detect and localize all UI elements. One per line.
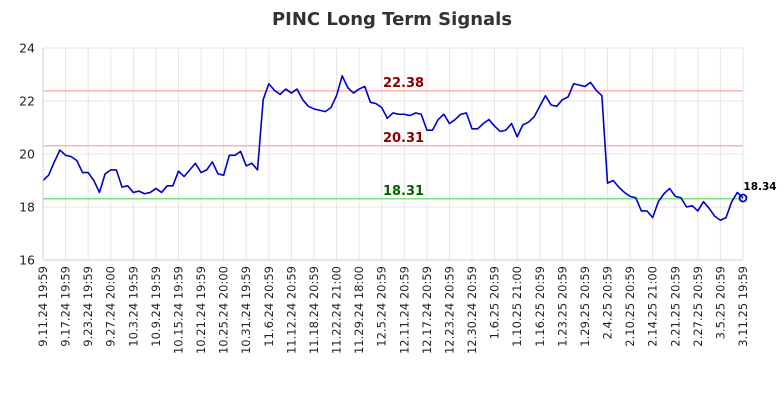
x-tick-label: 1.16.25 20:59	[533, 266, 547, 347]
x-tick-label: 12.17.24 20:59	[420, 266, 434, 354]
y-tick-labels: 16 18 20 22 24	[19, 41, 35, 268]
signal-label: 18.31	[383, 184, 424, 199]
x-tick-label: 11.12.24 20:59	[284, 266, 298, 354]
axes	[42, 48, 743, 261]
last-point-marker	[738, 193, 748, 203]
signal-label: 22.38	[383, 76, 424, 91]
x-tick-label: 1.23.25 20:59	[555, 266, 569, 347]
x-tick-label: 9.11.24 19:59	[36, 266, 50, 347]
series-layer	[42, 75, 744, 222]
x-tick-label: 10.3.24 19:59	[126, 266, 140, 347]
x-tick-label: 1.29.25 20:59	[578, 266, 592, 347]
x-tick-label: 1.10.25 21:00	[510, 266, 524, 347]
y-tick-label: 20	[19, 147, 35, 162]
x-tick-label: 1.6.25 20:59	[488, 266, 502, 339]
y-tick-label: 24	[19, 41, 35, 56]
x-tick-label: 2.14.25 21:00	[646, 266, 660, 347]
x-tick-label: 12.5.24 20:59	[375, 266, 389, 347]
x-tick-label: 3.5.25 20:59	[713, 266, 727, 339]
x-tick-label: 10.9.24 19:59	[149, 266, 163, 347]
x-tick-label: 11.18.24 20:59	[307, 266, 321, 354]
x-tick-label: 12.23.24 20:59	[442, 266, 456, 354]
x-tick-label: 9.17.24 19:59	[59, 266, 73, 347]
x-tick-labels: 9.11.24 19:59 9.17.24 19:59 9.23.24 19:59 9…	[36, 266, 750, 354]
x-tick-label: 12.11.24 20:59	[397, 266, 411, 354]
y-tick-label: 22	[19, 94, 35, 109]
x-tick-label: 2.4.25 20:59	[601, 266, 615, 339]
chart-title: PINC Long Term Signals	[272, 9, 512, 30]
last-value-label: 18.34	[743, 181, 776, 193]
signal-label: 20.31	[383, 131, 424, 146]
x-tick-label: 2.27.25 20:59	[691, 266, 705, 347]
signal-lines	[43, 90, 743, 200]
x-tick-label: 2.21.25 20:59	[668, 266, 682, 347]
annotations: 22.38 20.31 18.31 18.34	[383, 76, 777, 203]
x-tick-label: 3.11.25 19:59	[736, 266, 750, 347]
x-tick-label: 10.25.24 20:00	[217, 266, 231, 354]
x-tick-label: 9.27.24 20:00	[104, 266, 118, 347]
x-tick-label: 10.21.24 19:59	[194, 266, 208, 354]
y-tick-label: 16	[19, 253, 35, 268]
x-tick-label: 11.29.24 18:00	[352, 266, 366, 354]
price-line	[42, 75, 744, 222]
x-tick-label: 12.30.24 20:59	[465, 266, 479, 354]
x-tick-label: 2.10.25 20:59	[623, 266, 637, 347]
grid	[42, 47, 744, 261]
x-tick-label: 10.31.24 19:59	[239, 266, 253, 354]
x-tick-label: 9.23.24 19:59	[81, 266, 95, 347]
x-tick-label: 11.22.24 21:00	[330, 266, 344, 354]
x-tick-label: 11.6.24 20:59	[262, 266, 276, 347]
y-tick-label: 18	[19, 200, 35, 215]
x-tick-label: 10.15.24 19:59	[171, 266, 185, 354]
